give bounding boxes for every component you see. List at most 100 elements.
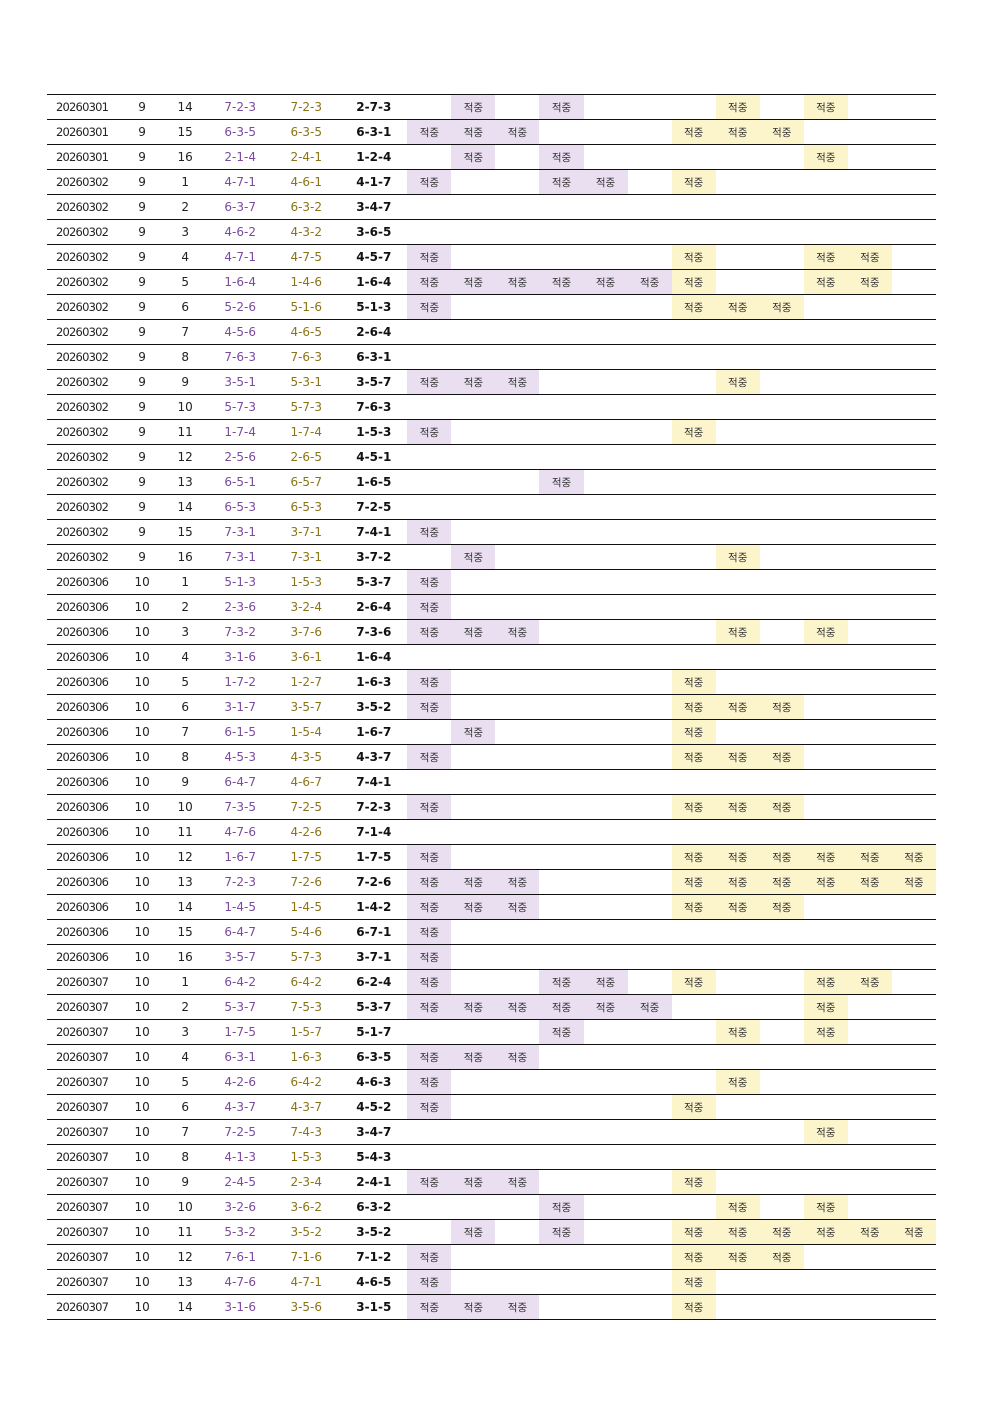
hit-badge: 적중 — [451, 94, 496, 120]
prediction-b-cell: 3-5-7 — [272, 694, 341, 720]
table-row: 20260302 9 11 1-7-4 1-7-4 1-5-3 적중 적중 — [47, 419, 936, 445]
prediction-b-cell: 1-4-6 — [272, 269, 341, 295]
empty-cell — [671, 494, 716, 520]
table-row: 20260306 10 9 6-4-7 4-6-7 7-4-1 — [47, 769, 936, 795]
round-cell: 10 — [122, 1194, 163, 1220]
hit-badge: 적중 — [847, 1219, 892, 1245]
prediction-b-cell: 1-4-5 — [272, 894, 341, 920]
empty-cell — [627, 1244, 672, 1270]
table-row: 20260302 9 8 7-6-3 7-6-3 6-3-1 — [47, 344, 936, 370]
hit-badge: 적중 — [759, 1244, 804, 1270]
empty-cell — [759, 144, 804, 170]
result-cell: 7-3-6 — [340, 619, 408, 645]
empty-cell — [671, 944, 716, 970]
empty-cell — [803, 494, 848, 520]
empty-cell — [627, 369, 672, 395]
empty-cell — [759, 1169, 804, 1195]
empty-cell — [495, 569, 540, 595]
hit-badge: 적중 — [451, 144, 496, 170]
prediction-b-cell: 4-3-7 — [272, 1094, 341, 1120]
hit-badge: 적중 — [539, 269, 584, 295]
empty-cell — [495, 344, 540, 370]
round-cell: 10 — [122, 569, 163, 595]
empty-cell — [759, 644, 804, 670]
hit-badge: 적중 — [407, 594, 452, 620]
empty-cell — [627, 394, 672, 420]
empty-cell — [891, 1194, 936, 1220]
empty-cell — [495, 819, 540, 845]
empty-cell — [803, 594, 848, 620]
empty-cell — [759, 219, 804, 245]
result-cell: 6-7-1 — [340, 919, 408, 945]
hit-badge: 적중 — [715, 1219, 760, 1245]
table-row: 20260306 10 6 3-1-7 3-5-7 3-5-2 적중 적중 적중 적중 — [47, 694, 936, 720]
empty-cell — [847, 694, 892, 720]
empty-cell — [715, 494, 760, 520]
empty-cell — [847, 594, 892, 620]
empty-cell — [715, 519, 760, 545]
race-cell: 6 — [162, 694, 209, 720]
empty-cell — [803, 169, 848, 195]
prediction-a-cell: 3-5-7 — [208, 944, 273, 970]
round-cell: 9 — [122, 344, 163, 370]
empty-cell — [539, 819, 584, 845]
empty-cell — [891, 369, 936, 395]
empty-cell — [715, 344, 760, 370]
race-cell: 13 — [162, 869, 209, 895]
hit-badge: 적중 — [671, 794, 716, 820]
empty-cell — [715, 719, 760, 745]
empty-cell — [451, 494, 496, 520]
prediction-b-cell: 5-4-6 — [272, 919, 341, 945]
empty-cell — [671, 994, 716, 1020]
empty-cell — [495, 419, 540, 445]
empty-cell — [891, 394, 936, 420]
empty-cell — [583, 1094, 628, 1120]
result-cell: 4-1-7 — [340, 169, 408, 195]
race-cell: 16 — [162, 544, 209, 570]
empty-cell — [803, 1269, 848, 1295]
round-cell: 10 — [122, 894, 163, 920]
empty-cell — [847, 769, 892, 795]
empty-cell — [407, 219, 452, 245]
table-row: 20260306 10 14 1-4-5 1-4-5 1-4-2 적중 적중 적중 적중 적중 적중 — [47, 894, 936, 920]
round-cell: 10 — [122, 844, 163, 870]
empty-cell — [495, 494, 540, 520]
table-row: 20260306 10 1 5-1-3 1-5-3 5-3-7 적중 — [47, 569, 936, 595]
round-cell: 10 — [122, 819, 163, 845]
prediction-a-cell: 3-1-6 — [208, 1294, 273, 1320]
prediction-b-cell: 3-7-1 — [272, 519, 341, 545]
hit-badge: 적중 — [759, 744, 804, 770]
empty-cell — [847, 1119, 892, 1145]
prediction-a-cell: 4-7-6 — [208, 1269, 273, 1295]
table-row: 20260301 9 16 2-1-4 2-4-1 1-2-4 적중 적중 적중 — [47, 144, 936, 170]
prediction-a-cell: 6-1-5 — [208, 719, 273, 745]
date-cell: 20260302 — [47, 394, 123, 420]
prediction-b-cell: 6-3-2 — [272, 194, 341, 220]
prediction-a-cell: 7-3-5 — [208, 794, 273, 820]
result-cell: 7-4-1 — [340, 519, 408, 545]
hit-badge: 적중 — [759, 1219, 804, 1245]
empty-cell — [891, 669, 936, 695]
hit-badge: 적중 — [407, 169, 452, 195]
round-cell: 9 — [122, 119, 163, 145]
hit-badge: 적중 — [803, 244, 848, 270]
hit-badge: 적중 — [715, 1194, 760, 1220]
empty-cell — [495, 219, 540, 245]
empty-cell — [759, 194, 804, 220]
date-cell: 20260306 — [47, 744, 123, 770]
empty-cell — [627, 619, 672, 645]
empty-cell — [583, 1144, 628, 1170]
empty-cell — [759, 1119, 804, 1145]
empty-cell — [759, 519, 804, 545]
empty-cell — [583, 1069, 628, 1095]
empty-cell — [847, 494, 892, 520]
hit-badge: 적중 — [671, 419, 716, 445]
empty-cell — [847, 744, 892, 770]
hit-badge: 적중 — [803, 844, 848, 870]
hit-badge: 적중 — [451, 619, 496, 645]
empty-cell — [847, 1144, 892, 1170]
prediction-b-cell: 4-6-7 — [272, 769, 341, 795]
date-cell: 20260306 — [47, 694, 123, 720]
date-cell: 20260307 — [47, 1069, 123, 1095]
empty-cell — [627, 1094, 672, 1120]
